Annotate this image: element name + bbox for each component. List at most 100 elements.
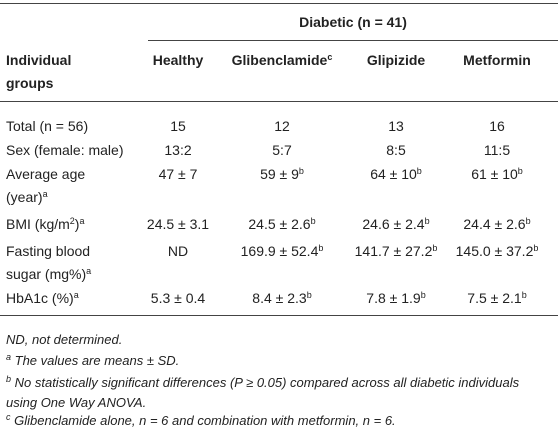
- text: 7.8 ± 1.9: [366, 290, 421, 306]
- text: 64 ± 10: [370, 166, 417, 182]
- text: 145.0 ± 37.2: [455, 243, 534, 259]
- superscript: a: [73, 290, 79, 300]
- superscript: b: [318, 243, 324, 253]
- table-cell: 5:7: [272, 141, 291, 159]
- text: using One Way ANOVA.: [6, 395, 147, 410]
- superscript: a: [79, 216, 85, 226]
- table-cell: 47 ± 7: [159, 165, 198, 183]
- superscript: c: [327, 52, 333, 62]
- text: 24.5 ± 3.1: [146, 216, 210, 232]
- text: groups: [6, 75, 54, 91]
- column-header: Glibenclamidec: [232, 51, 333, 69]
- superscript: b: [306, 290, 312, 300]
- superscript: b: [432, 243, 438, 253]
- table-cell: 16: [489, 117, 505, 135]
- text: 24.5 ± 2.6: [248, 216, 311, 232]
- superscript: c: [6, 412, 11, 422]
- table-cell: 145.0 ± 37.2b: [456, 242, 539, 260]
- row-label: Sex (female: male): [6, 141, 123, 159]
- superscript: a: [6, 352, 12, 362]
- text: 15: [170, 118, 186, 134]
- table-cell: 24.5 ± 3.1: [147, 215, 209, 233]
- footnote: using One Way ANOVA.: [6, 394, 146, 412]
- text: Total (n = 56): [6, 118, 89, 134]
- text: 13:2: [164, 142, 192, 158]
- bottom-rule: [0, 315, 558, 316]
- table-cell: 24.4 ± 2.6b: [463, 215, 530, 233]
- row-label: Total (n = 56): [6, 117, 88, 135]
- text: ND, not determined.: [6, 332, 123, 347]
- text: Diabetic (n = 41): [299, 14, 407, 30]
- column-header: groups: [6, 74, 53, 92]
- text: Glibenclamide: [231, 52, 328, 68]
- superscript: b: [420, 290, 426, 300]
- top-rule: [0, 3, 558, 4]
- text: 24.4 ± 2.6: [463, 216, 526, 232]
- column-header: Healthy: [153, 51, 204, 69]
- table-cell: 61 ± 10b: [471, 165, 523, 183]
- text: Glipizide: [366, 52, 426, 68]
- table-cell: 64 ± 10b: [370, 165, 422, 183]
- text: 47 ± 7: [158, 166, 198, 182]
- text: Individual: [6, 52, 72, 68]
- row-label: sugar (mg%)a: [6, 265, 91, 283]
- text: 13: [388, 118, 404, 134]
- text: 8.4 ± 2.3: [252, 290, 307, 306]
- text: 11:5: [483, 142, 511, 158]
- superscript: b: [521, 290, 527, 300]
- footnote: b No statistically significant differenc…: [6, 374, 519, 392]
- superscript: 2: [69, 216, 75, 226]
- table-cell: 13:2: [164, 141, 191, 159]
- table-cell: 12: [274, 117, 290, 135]
- column-header: Individual: [6, 51, 71, 69]
- superscript: b: [517, 166, 523, 176]
- column-header: Metformin: [463, 51, 531, 69]
- text: Sex (female: male): [6, 142, 124, 158]
- text: ND: [167, 243, 189, 259]
- text: (year): [6, 189, 43, 205]
- header-rule: [0, 101, 558, 102]
- text: Glibenclamide alone, n = 6 and combinati…: [10, 413, 396, 428]
- table-cell: 59 ± 9b: [260, 165, 304, 183]
- table-cell: 24.5 ± 2.6b: [248, 215, 315, 233]
- text: 7.5 ± 2.1: [467, 290, 522, 306]
- text: 141.7 ± 27.2: [354, 243, 433, 259]
- footnote: c Glibenclamide alone, n = 6 and combina…: [6, 412, 396, 429]
- text: ): [74, 216, 80, 232]
- superscript: a: [42, 189, 48, 199]
- superscript: a: [86, 266, 92, 276]
- row-label: Fasting blood: [6, 242, 90, 260]
- text: Average age: [6, 166, 86, 182]
- text: 59 ± 9: [260, 166, 299, 182]
- text: 16: [489, 118, 505, 134]
- superscript: b: [533, 243, 539, 253]
- table-cell: 8.4 ± 2.3b: [252, 289, 311, 307]
- superscript: b: [310, 216, 316, 226]
- row-label: HbA1c (%)a: [6, 289, 79, 307]
- superscript: b: [416, 166, 422, 176]
- text: No statistically significant differences…: [11, 375, 520, 390]
- table-cell: 7.8 ± 1.9b: [366, 289, 425, 307]
- text: 5.3 ± 0.4: [150, 290, 206, 306]
- table-cell: 169.9 ± 52.4b: [241, 242, 324, 260]
- row-label: Average age: [6, 165, 85, 183]
- row-label: BMI (kg/m2)a: [6, 215, 84, 233]
- text: 169.9 ± 52.4: [240, 243, 319, 259]
- text: 8:5: [386, 142, 406, 158]
- table-cell: 5.3 ± 0.4: [151, 289, 205, 307]
- text: 5:7: [272, 142, 292, 158]
- text: sugar (mg%): [6, 266, 87, 282]
- text: HbA1c (%): [6, 290, 74, 306]
- text: Healthy: [152, 52, 204, 68]
- table-cell: 141.7 ± 27.2b: [355, 242, 438, 260]
- table-cell: 11:5: [484, 141, 510, 159]
- row-label: (year)a: [6, 188, 48, 206]
- superscript: b: [525, 216, 531, 226]
- text: 12: [274, 118, 290, 134]
- superscript: b: [424, 216, 430, 226]
- table-cell: 24.6 ± 2.4b: [362, 215, 429, 233]
- table-cell: 8:5: [386, 141, 405, 159]
- column-header: Glipizide: [367, 51, 425, 69]
- text: The values are means ± SD.: [11, 353, 180, 368]
